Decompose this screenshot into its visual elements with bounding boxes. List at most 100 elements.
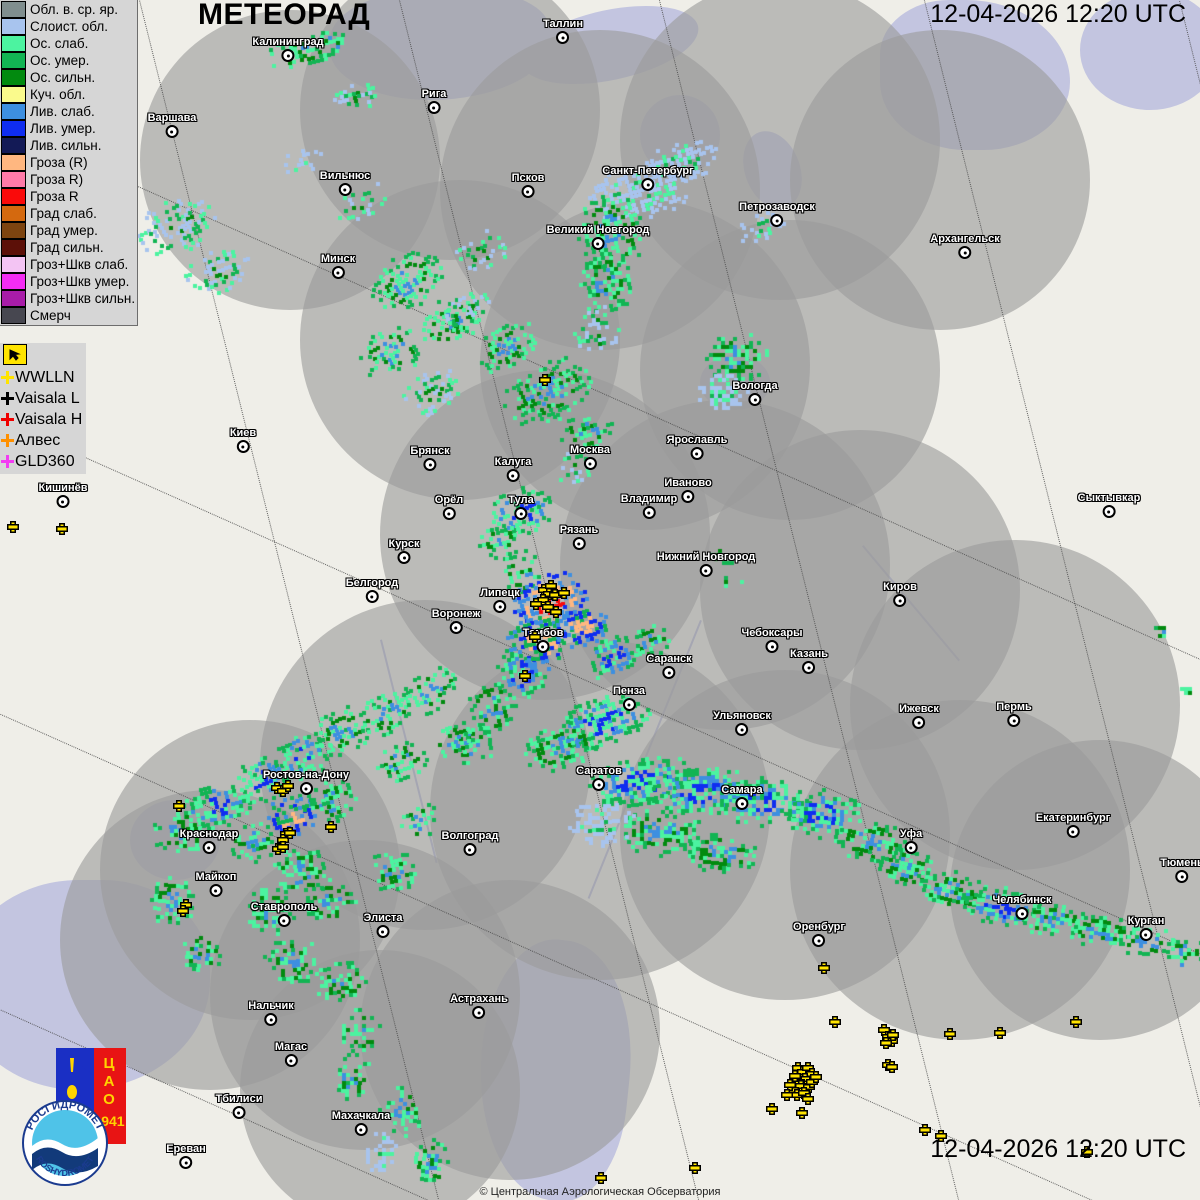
lightning-strike-icon (550, 590, 560, 600)
legend-label: Лив. умер. (30, 121, 96, 136)
lightning-strike-icon (326, 822, 336, 832)
lightning-strike-icon (559, 588, 569, 598)
lightning-strike-icon (1082, 1147, 1092, 1157)
legend-swatch (1, 52, 26, 69)
legend-swatch (1, 18, 26, 35)
legend-label: Гроз+Шкв сильн. (30, 291, 136, 306)
legend-label: Гроз+Шкв слаб. (30, 257, 129, 272)
lightning-strike-icon (278, 842, 288, 852)
legend-label: Слоист. обл. (30, 19, 109, 34)
lightning-strike-icon (887, 1036, 897, 1046)
lightning-strike-icon (690, 1163, 700, 1173)
lightning-strike-icon (811, 1072, 821, 1082)
lightning-strike-icon (785, 1080, 795, 1090)
legend-row: Гроз+Шкв слаб. (1, 256, 135, 273)
lightning-strike-icon (807, 1069, 817, 1079)
lightning-strike-icon (804, 1082, 814, 1092)
network-legend-label: Vaisala L (15, 390, 80, 407)
network-legend-label: WWLLN (15, 369, 75, 386)
lightning-strike-icon (540, 375, 550, 385)
legend-row: Гроз+Шкв сильн. (1, 290, 135, 307)
legend-swatch (1, 239, 26, 256)
legend-swatch (1, 171, 26, 188)
lightning-strike-icon (819, 963, 829, 973)
timestamp-top: 12-04-2026 12:20 UTC (930, 0, 1186, 28)
lightning-strike-icon (807, 1077, 817, 1087)
legend-row: Лив. слаб. (1, 103, 135, 120)
legend-row: Ос. слаб. (1, 35, 135, 52)
legend-row: Гроза R) (1, 171, 135, 188)
lightning-strike-icon (530, 632, 540, 642)
lightning-strike-icon (538, 595, 548, 605)
lightning-strike-icon (57, 524, 67, 534)
legend-swatch (1, 154, 26, 171)
network-legend-row: Алвес (1, 430, 82, 451)
lightning-strike-icon (285, 828, 295, 838)
legend-row: Обл. в. ср. яр. (1, 1, 135, 18)
legend-row: Смерч (1, 307, 135, 324)
lightning-strike-icon (792, 1090, 802, 1100)
legend-row: Лив. сильн. (1, 137, 135, 154)
legend-label: Обл. в. ср. яр. (30, 2, 119, 17)
legend-row: Ос. умер. (1, 52, 135, 69)
legend-label: Град слаб. (30, 206, 97, 221)
network-legend-row: Vaisala L (1, 388, 82, 409)
legend-swatch (1, 205, 26, 222)
legend-label: Гроза R) (30, 172, 84, 187)
legend-swatch (1, 1, 26, 18)
lightning-strike-icon (278, 786, 288, 796)
legend-label: Гроза (R) (30, 155, 88, 170)
lightning-strike-icon (8, 522, 18, 532)
lightning-strike-icon (546, 581, 556, 591)
scale-arrow-icon[interactable] (3, 344, 27, 365)
lightning-strike-icon (278, 835, 288, 845)
lightning-strike-icon (544, 589, 554, 599)
lightning-strike-icon (181, 900, 191, 910)
lightning-strike-icon (178, 906, 188, 916)
lightning-strike-icon (782, 1090, 792, 1100)
lightning-strike-icon (936, 1131, 946, 1141)
lightning-strike-icon (800, 1074, 810, 1084)
lightning-strike-icon (995, 1028, 1005, 1038)
page-title: МЕТЕОРАД (198, 0, 371, 31)
lightning-strike-icon (920, 1125, 930, 1135)
network-legend-label: Алвес (15, 432, 61, 449)
network-legend-label: GLD360 (15, 453, 75, 470)
legend-swatch (1, 256, 26, 273)
precipitation-legend: Обл. в. ср. яр. Слоист. обл. Ос. слаб. Ос. … (0, 0, 139, 326)
lightning-strike-icon (803, 1063, 813, 1073)
lightning-strike-icon (543, 602, 553, 612)
lightning-strike-icon (803, 1094, 813, 1104)
lightning-strike-icon (799, 1088, 809, 1098)
legend-row: Град слаб. (1, 205, 135, 222)
organization-logo: Ц А О 1941 РОСГИДРОМЕТ ROSHYDROMET (22, 1044, 134, 1192)
lightning-strike-icon (790, 1071, 800, 1081)
legend-row: Лив. умер. (1, 120, 135, 137)
legend-swatch (1, 273, 26, 290)
lightning-strike-icon (830, 1017, 840, 1027)
legend-swatch (1, 35, 26, 52)
lightning-strike-icon (520, 671, 530, 681)
lightning-strike-icon (887, 1062, 897, 1072)
lightning-strike-icon (1071, 1017, 1081, 1027)
legend-swatch (1, 120, 26, 137)
lightning-network-legend: WWLLN Vaisala L Vaisala H Алвес GLD360 (0, 343, 87, 474)
legend-row: Гроза (R) (1, 154, 135, 171)
legend-swatch (1, 137, 26, 154)
legend-label: Гроз+Шкв умер. (30, 274, 130, 289)
lightning-cross-icon (1, 455, 14, 468)
legend-row: Ос. сильн. (1, 69, 135, 86)
network-legend-row: GLD360 (1, 451, 82, 472)
legend-row: Гроз+Шкв умер. (1, 273, 135, 290)
legend-swatch (1, 307, 26, 324)
lightning-strike-icon (788, 1085, 798, 1095)
roshydromet-logo-icon: РОСГИДРОМЕТ ROSHYDROMET (22, 1100, 108, 1186)
lightning-strike-icon (883, 1060, 893, 1070)
lightning-cross-icon (1, 392, 14, 405)
legend-row: Град умер. (1, 222, 135, 239)
legend-label: Ос. сильн. (30, 70, 96, 85)
lightning-strike-icon (596, 1173, 606, 1183)
legend-row: Куч. обл. (1, 86, 135, 103)
